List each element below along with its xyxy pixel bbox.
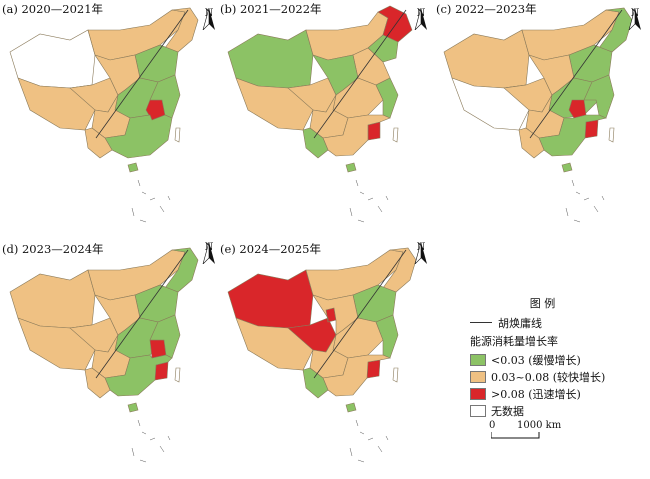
panel-label: (a) 2020—2021年 — [2, 2, 104, 16]
region-taiwan — [174, 367, 181, 383]
map-c — [443, 7, 633, 223]
south-sea-islands — [131, 179, 171, 223]
panel-label: (c) 2022—2023年 — [436, 2, 537, 16]
north-arrow-icon — [414, 8, 427, 30]
map-panel-b: (b) 2021—2022年 N — [218, 0, 428, 230]
swatch-rapid — [470, 387, 486, 400]
north-arrow-icon — [628, 8, 641, 30]
region-hainan — [345, 162, 357, 173]
region-south — [322, 354, 392, 397]
region-south — [322, 114, 391, 157]
legend-item-label: >0.08 (迅速增长) — [491, 387, 581, 401]
legend-item-nodata: 无数据 — [470, 403, 645, 418]
legend-item-label: 无数据 — [491, 404, 524, 418]
region-xinjiang — [443, 29, 530, 89]
hu-huanyong-line — [529, 9, 623, 139]
map-panel-d: (d) 2023—2024年 N — [0, 240, 215, 470]
region-fujian — [584, 119, 599, 139]
region-southwest — [302, 127, 329, 159]
region-south — [104, 114, 173, 159]
region-xinjiang — [9, 29, 96, 89]
south-sea-islands — [349, 419, 389, 463]
region-taiwan — [392, 127, 399, 143]
hu-huanyong-line — [313, 9, 407, 139]
legend: 图 例 胡焕庸线 能源消耗量增长率 <0.03 (缓慢增长) 0.03~0.08… — [470, 295, 645, 420]
swatch-slow — [470, 353, 486, 366]
region-southwest — [84, 127, 113, 159]
scale-bar: 0 1000 km — [489, 420, 569, 440]
panel-label: (d) 2023—2024年 — [2, 242, 104, 256]
region-xinjiang — [9, 269, 96, 329]
region-heilongjiang — [377, 5, 413, 43]
map-panel-c: (c) 2022—2023年 N — [434, 0, 644, 230]
north-arrow-icon — [202, 8, 215, 30]
map-panel-a: (a) 2020—2021年 N — [0, 0, 215, 230]
region-taiwan — [392, 367, 399, 383]
scale-start-label: 0 — [489, 420, 496, 431]
panel-label: (e) 2024—2025年 — [220, 242, 321, 256]
legend-item-fast: 0.03~0.08 (较快增长) — [470, 369, 645, 384]
north-arrow: N — [202, 8, 216, 30]
legend-item-label: <0.03 (缓慢增长) — [491, 353, 581, 367]
region-gansu — [312, 294, 359, 336]
legend-item-label: 0.03~0.08 (较快增长) — [491, 370, 606, 384]
region-hainan — [127, 162, 139, 173]
region-south — [104, 354, 173, 397]
hu-line-icon — [470, 322, 492, 323]
region-xinjiang — [227, 29, 314, 89]
panel-label: (b) 2021—2022年 — [220, 2, 322, 16]
north-arrow-icon — [414, 242, 427, 264]
legend-hu-line-label: 胡焕庸线 — [498, 316, 542, 330]
region-southwest — [518, 127, 545, 159]
map-a — [9, 7, 199, 223]
hu-huanyong-line — [313, 249, 407, 379]
legend-hu-line: 胡焕庸线 — [470, 315, 645, 330]
hu-huanyong-line — [95, 9, 189, 139]
region-taiwan — [608, 127, 615, 143]
south-sea-islands — [565, 179, 605, 223]
north-arrow: N — [414, 8, 428, 30]
legend-item-rapid: >0.08 (迅速增长) — [470, 386, 645, 401]
north-arrow: N — [628, 8, 642, 30]
north-arrow-icon — [202, 242, 215, 264]
swatch-fast — [470, 370, 486, 383]
region-southwest — [84, 367, 111, 399]
north-arrow: N — [202, 242, 216, 264]
hu-huanyong-line — [95, 249, 189, 379]
south-sea-islands — [349, 179, 389, 223]
legend-title: 图 例 — [529, 297, 556, 310]
region-hainan — [561, 162, 573, 173]
map-d — [9, 247, 199, 463]
scale-end-label: 1000 km — [517, 420, 562, 431]
map-e — [227, 247, 417, 463]
map-panel-e: (e) 2024—2025年 N — [218, 240, 428, 470]
region-hainan — [345, 402, 357, 413]
region-taiwan — [174, 127, 181, 143]
region-fujian — [366, 359, 381, 379]
region-xinjiang — [227, 269, 314, 329]
region-hainan — [127, 402, 139, 413]
map-b — [227, 5, 413, 223]
legend-item-slow: <0.03 (缓慢增长) — [470, 352, 645, 367]
south-sea-islands — [131, 419, 171, 463]
north-arrow: N — [414, 242, 428, 264]
swatch-nodata — [470, 404, 486, 417]
legend-subtitle: 能源消耗量增长率 — [470, 335, 558, 348]
scale-bar-line — [491, 432, 540, 439]
region-south — [538, 114, 607, 157]
region-southwest — [302, 367, 329, 399]
